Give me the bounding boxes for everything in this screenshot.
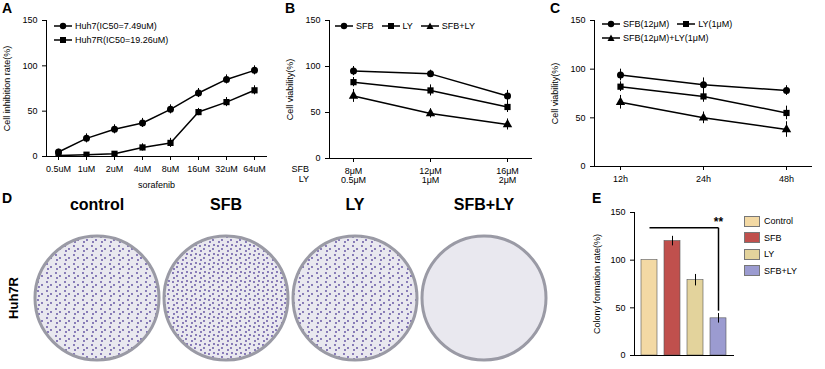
html-text:SFB+LY: SFB+LY <box>764 265 798 276</box>
svg-text:16μM2μM: 16μM2μM <box>496 166 519 185</box>
svg-text:Colony formation rate(%): Colony formation rate(%) <box>592 234 602 334</box>
svg-text:0: 0 <box>315 153 320 163</box>
svg-text:100: 100 <box>570 64 585 74</box>
svg-text:24h: 24h <box>696 174 711 184</box>
svg-text:32uM: 32uM <box>215 164 238 174</box>
svg-text:50: 50 <box>27 106 37 116</box>
svg-text:**: ** <box>714 215 724 229</box>
html-text:E: E <box>592 190 602 206</box>
svg-text:LY: LY <box>346 196 365 213</box>
svg-text:0: 0 <box>32 151 37 161</box>
svg-text:16uM: 16uM <box>187 164 210 174</box>
svg-text:150: 150 <box>610 207 625 217</box>
html-text:SFB: SFB <box>356 21 374 31</box>
svg-text:control: control <box>70 196 124 213</box>
svg-text:2uM: 2uM <box>106 164 124 174</box>
html-text:LY: LY <box>764 249 775 259</box>
svg-text:0: 0 <box>580 161 585 171</box>
svg-text:150: 150 <box>305 15 320 25</box>
html-text:LY(1μM): LY(1μM) <box>698 19 733 29</box>
svg-text:0.5uM: 0.5uM <box>46 164 71 174</box>
svg-text:Cell viability(%): Cell viability(%) <box>285 59 295 121</box>
html-text:SFB: SFB <box>764 232 782 243</box>
html-text:SFB+LY: SFB+LY <box>441 21 475 31</box>
svg-text:50: 50 <box>615 303 625 313</box>
svg-text:12h: 12h <box>613 174 628 184</box>
html-text:D: D <box>2 190 13 206</box>
svg-text:48h: 48h <box>779 174 794 184</box>
svg-text:SFB+LY: SFB+LY <box>454 196 515 213</box>
svg-text:100: 100 <box>305 61 320 71</box>
svg-text:1uM: 1uM <box>78 164 96 174</box>
html-text:SFB: SFB <box>291 164 309 174</box>
svg-text:50: 50 <box>575 113 585 123</box>
html-text:LY: LY <box>402 21 413 31</box>
svg-text:4uM: 4uM <box>134 164 152 174</box>
html-text:A: A <box>2 0 13 16</box>
svg-text:Cell inhibition rate(%): Cell inhibition rate(%) <box>2 46 12 132</box>
svg-text:0: 0 <box>620 350 625 360</box>
svg-text:50: 50 <box>310 107 320 117</box>
svg-text:Huh7R: Huh7R <box>6 276 21 319</box>
html-text:SFB(12μM): SFB(12μM) <box>623 19 670 29</box>
html-text:LY: LY <box>298 174 309 184</box>
svg-text:12μM1μM: 12μM1μM <box>419 166 442 185</box>
html-text:Huh7R(IC50=19.26uM): Huh7R(IC50=19.26uM) <box>75 35 169 45</box>
svg-text:sorafenib: sorafenib <box>138 180 175 190</box>
html-text:C: C <box>550 0 561 16</box>
html-text:Control: Control <box>764 216 793 226</box>
svg-text:8uM: 8uM <box>162 164 180 174</box>
html-text:B: B <box>285 0 296 16</box>
svg-text:8μM0.5μM: 8μM0.5μM <box>341 166 366 185</box>
svg-text:Cell viability(%): Cell viability(%) <box>550 63 560 125</box>
svg-text:SFB: SFB <box>210 196 242 213</box>
svg-text:100: 100 <box>22 61 37 71</box>
svg-text:150: 150 <box>22 15 37 25</box>
html-text:Huh7(IC50=7.49uM): Huh7(IC50=7.49uM) <box>75 21 157 31</box>
svg-text:64uM: 64uM <box>243 164 266 174</box>
svg-text:100: 100 <box>610 255 625 265</box>
html-text:SFB(12μM)+LY(1μM): SFB(12μM)+LY(1μM) <box>623 33 709 43</box>
svg-text:150: 150 <box>570 15 585 25</box>
